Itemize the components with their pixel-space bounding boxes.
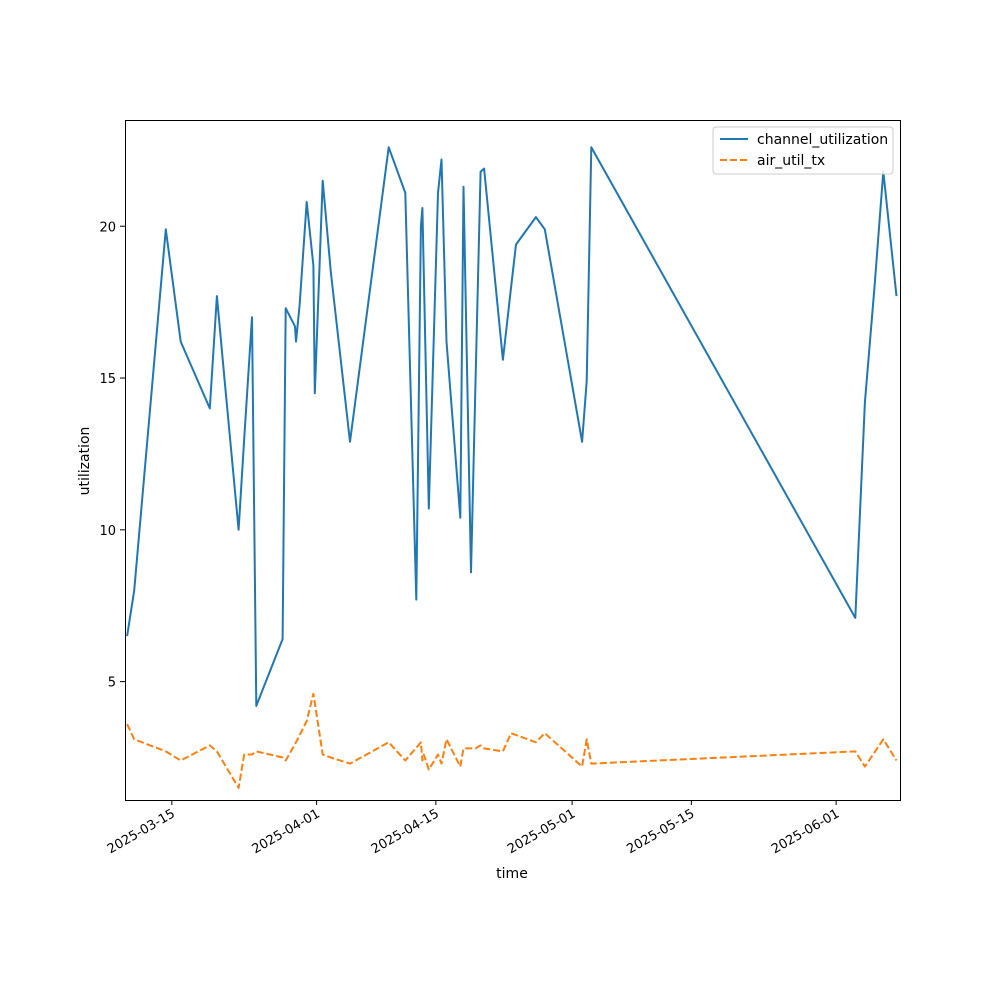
legend: channel_utilization air_util_tx xyxy=(712,126,894,175)
series-line-channel-utilization xyxy=(126,146,898,707)
plot-frame xyxy=(125,120,901,801)
y-axis-title: utilization xyxy=(77,427,93,496)
legend-label-channel-utilization: channel_utilization xyxy=(757,132,888,148)
y-tick-label: 20 xyxy=(99,220,116,235)
y-tick-label: 15 xyxy=(99,372,116,387)
x-axis-title: time xyxy=(496,866,528,882)
series-layer xyxy=(126,146,898,789)
legend-box xyxy=(712,126,894,175)
series-line-air-util-tx xyxy=(126,692,898,789)
legend-label-air-util-tx: air_util_tx xyxy=(757,153,825,169)
y-tick-label: 5 xyxy=(108,676,116,691)
y-axis: 5 10 15 20 xyxy=(99,220,125,691)
y-tick-label: 10 xyxy=(99,524,116,539)
